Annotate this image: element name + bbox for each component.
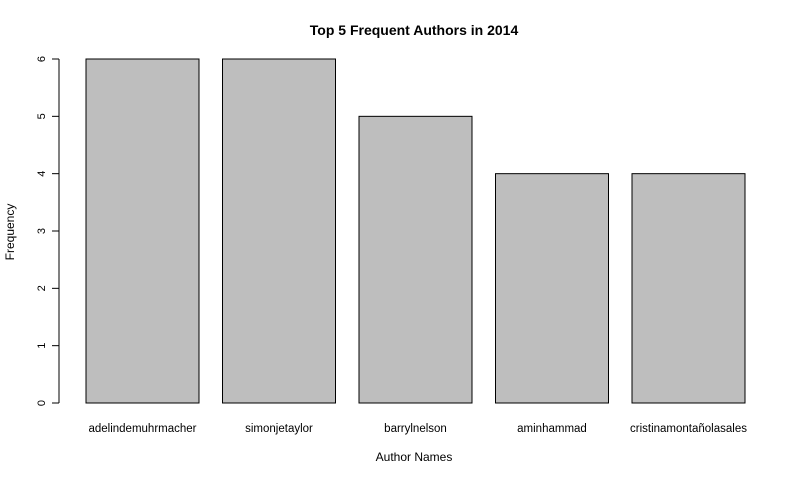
x-tick-label: simonjetaylor	[245, 423, 313, 435]
y-tick-label: 1	[36, 343, 48, 349]
y-axis-label: Frequency	[3, 204, 17, 261]
bar	[85, 58, 200, 404]
x-axis-tick-labels: adelindemuhrmacher simonjetaylor barrylnel…	[88, 423, 747, 435]
x-tick-label: adelindemuhrmacher	[88, 423, 196, 435]
x-axis-label: Author Names	[376, 450, 453, 464]
x-tick-label: barrylnelson	[384, 423, 447, 435]
y-tick-label: 5	[36, 113, 48, 119]
bar	[631, 173, 746, 404]
y-axis: 0 1 2 3 4 5 6	[36, 56, 60, 406]
y-tick-label: 4	[36, 171, 48, 177]
y-tick-label: 6	[36, 56, 48, 62]
y-tick-label: 2	[36, 285, 48, 291]
y-tick-label: 0	[36, 400, 48, 406]
chart-title: Top 5 Frequent Authors in 2014	[310, 22, 519, 38]
x-tick-label: cristinamontañolasales	[630, 423, 747, 435]
bar	[495, 173, 609, 404]
bar	[222, 58, 336, 404]
bar	[358, 115, 473, 404]
y-tick-label: 3	[36, 228, 48, 234]
x-tick-label: aminhammad	[517, 423, 587, 435]
bars	[85, 58, 746, 404]
